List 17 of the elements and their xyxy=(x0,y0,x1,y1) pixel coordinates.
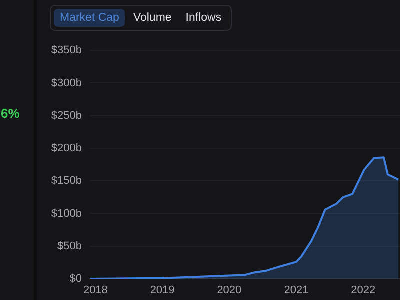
x-tick-label: 2020 xyxy=(217,284,242,297)
x-tick-label: 2019 xyxy=(150,284,175,297)
text: Market Cap xyxy=(54,9,126,27)
text: Inflows xyxy=(184,11,223,26)
x-tick-label: 2021 xyxy=(284,284,309,297)
x-tick-label: 2022 xyxy=(351,284,376,297)
y-tick-label: $300b xyxy=(51,77,82,90)
x-tick-label: 2018 xyxy=(83,284,108,297)
y-tick-label: $150b xyxy=(51,175,82,188)
text: Volume xyxy=(132,11,173,26)
y-tick-label: $200b xyxy=(51,142,82,155)
y-tick-label: $250b xyxy=(51,110,82,122)
y-tick-label: $350b xyxy=(51,44,82,57)
y-tick-label: $0 xyxy=(70,273,82,286)
y-tick-label: $100b xyxy=(51,208,82,220)
y-tick-label: $50b xyxy=(58,240,82,252)
text: 6% xyxy=(1,106,20,121)
